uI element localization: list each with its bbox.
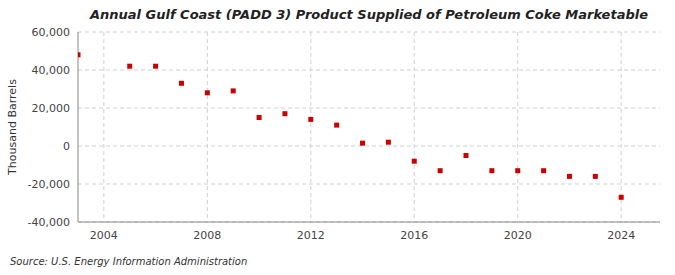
- y-tick-label: -20,000: [28, 178, 70, 191]
- x-grid-line: [310, 32, 311, 222]
- point: [593, 174, 598, 179]
- point: [78, 52, 81, 57]
- point: [489, 168, 494, 173]
- y-axis-label: Thousand Barrels: [6, 79, 19, 176]
- y-tick-label: 60,000: [32, 26, 71, 39]
- x-tick-label: 2004: [90, 229, 118, 242]
- point: [412, 159, 417, 164]
- y-tick-label: 20,000: [32, 102, 71, 115]
- y-grid-line: [78, 146, 660, 147]
- x-grid-line: [414, 32, 415, 222]
- y-tick-label: -40,000: [28, 216, 70, 229]
- point: [127, 64, 132, 69]
- point: [360, 141, 365, 146]
- point: [438, 168, 443, 173]
- point: [464, 153, 469, 158]
- x-grid-line: [207, 32, 208, 222]
- point: [282, 111, 287, 116]
- y-grid-line: [78, 184, 660, 185]
- title: Annual Gulf Coast (PADD 3) Product Suppl…: [89, 7, 648, 22]
- point: [153, 64, 158, 69]
- annotation: Source: U.S. Energy Information Administ…: [10, 256, 247, 267]
- grid: [78, 32, 660, 222]
- point: [619, 195, 624, 200]
- y-tick-label: 40,000: [32, 64, 71, 77]
- ticks: -40,000 -20,000 0 20,000 40,000 60,000 2004 200…: [28, 26, 636, 242]
- point: [515, 168, 520, 173]
- x-tick-label: 2016: [400, 229, 428, 242]
- x-grid-line: [517, 32, 518, 222]
- point: [231, 88, 236, 93]
- y-axis-line: [78, 32, 79, 222]
- chart-container: -40,000 -20,000 0 20,000 40,000 60,000 2004 200…: [0, 0, 675, 275]
- point: [257, 115, 262, 120]
- point: [334, 123, 339, 128]
- point: [179, 81, 184, 86]
- point: [541, 168, 546, 173]
- y-tick-label: 0: [63, 140, 70, 153]
- x-tick-label: 2024: [607, 229, 635, 242]
- x-tick-label: 2020: [504, 229, 532, 242]
- x-grid-line: [103, 32, 104, 222]
- point: [308, 117, 313, 122]
- x-tick-label: 2008: [193, 229, 221, 242]
- y-grid-line: [78, 70, 660, 71]
- point: [386, 140, 391, 145]
- y-grid-line: [78, 32, 660, 33]
- x-axis-line: [78, 222, 660, 223]
- points: [78, 52, 624, 200]
- y-grid-line: [78, 108, 660, 109]
- y-grid-line: [78, 222, 660, 223]
- x-tick-label: 2012: [297, 229, 325, 242]
- point: [567, 174, 572, 179]
- point: [205, 90, 210, 95]
- x-grid-line: [621, 32, 622, 222]
- chart-svg: -40,000 -20,000 0 20,000 40,000 60,000 2004 200…: [0, 0, 675, 275]
